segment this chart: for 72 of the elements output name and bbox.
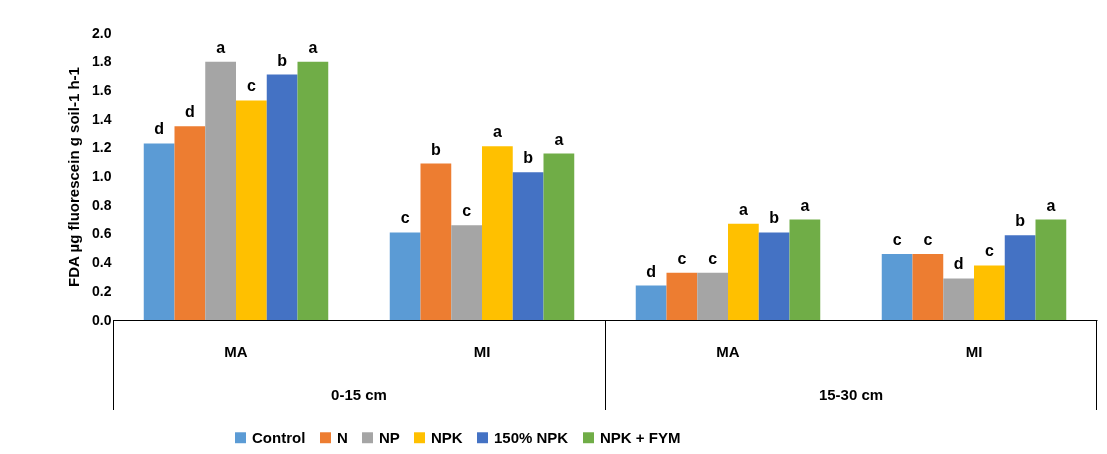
legend-label: NPK <box>431 428 463 446</box>
x-tick-label: MI <box>965 342 983 360</box>
data-label: b <box>523 149 534 167</box>
legend-label: NP <box>379 428 400 446</box>
data-label: c <box>923 230 933 248</box>
data-label: d <box>154 120 165 138</box>
bar <box>205 61 236 320</box>
bar <box>912 253 944 320</box>
data-label: c <box>400 209 410 227</box>
data-label: c <box>984 242 994 260</box>
data-label: d <box>184 103 195 121</box>
bar <box>543 153 575 320</box>
bar <box>236 100 267 320</box>
data-label: b <box>277 51 288 69</box>
y-tick-label: 2.0 <box>92 24 112 41</box>
y-tick-label: 0.6 <box>92 225 112 242</box>
data-label: c <box>892 230 902 248</box>
bar <box>974 265 1005 320</box>
data-label: a <box>738 200 748 218</box>
legend-label: 150% NPK <box>494 428 569 446</box>
bar <box>389 232 421 320</box>
bar <box>451 225 482 320</box>
bar <box>635 285 667 320</box>
y-tick-label: 1.0 <box>92 168 112 184</box>
x-tick-label: MA <box>224 342 248 360</box>
data-label: a <box>216 38 226 56</box>
data-label: a <box>308 38 318 56</box>
bar <box>297 61 329 320</box>
legend-label: N <box>337 428 348 446</box>
text: 0-15 cm <box>331 386 387 403</box>
data-label: d <box>646 262 657 280</box>
data-label: d <box>953 255 964 273</box>
bar <box>420 163 452 320</box>
data-label: c <box>246 77 256 95</box>
y-tick-label: 0.0 <box>92 311 112 328</box>
data-label: a <box>492 123 502 141</box>
bar <box>943 278 974 320</box>
legend-label: Control <box>252 428 306 446</box>
bar <box>697 272 728 320</box>
bar <box>666 272 698 320</box>
bar <box>266 74 298 320</box>
y-tick-label: 1.4 <box>92 110 112 127</box>
bar <box>174 126 206 320</box>
y-tick-label: 1.8 <box>92 53 112 70</box>
bar <box>482 146 513 320</box>
data-label: b <box>1015 212 1026 230</box>
bar <box>1035 219 1067 320</box>
y-tick-label: 0.2 <box>92 282 112 299</box>
bar <box>1004 235 1036 320</box>
bar <box>881 253 913 320</box>
y-tick-label: 1.2 <box>92 139 112 156</box>
x-tick-label: MI <box>473 342 491 360</box>
data-label: c <box>708 249 718 267</box>
data-label: b <box>769 209 780 227</box>
y-axis-title: FDA µg fluorescein g soil-1 h-1 <box>65 67 83 287</box>
bar <box>512 172 544 320</box>
data-label: a <box>800 196 810 214</box>
data-label: a <box>554 130 564 148</box>
bar <box>143 143 175 320</box>
data-label: a <box>1046 196 1056 214</box>
y-tick-label: 0.4 <box>92 254 112 271</box>
bar <box>728 223 759 320</box>
y-tick-label: 1.6 <box>92 81 112 98</box>
bar <box>758 232 790 320</box>
data-label: b <box>430 140 441 158</box>
data-label: c <box>677 249 687 267</box>
x-tick-label: MA <box>716 342 740 360</box>
text: 15-30 cm <box>818 386 884 403</box>
bar <box>789 219 821 320</box>
legend-label: NPK + FYM <box>600 428 681 446</box>
y-tick-label: 0.8 <box>92 196 112 213</box>
data-label: c <box>462 202 472 220</box>
